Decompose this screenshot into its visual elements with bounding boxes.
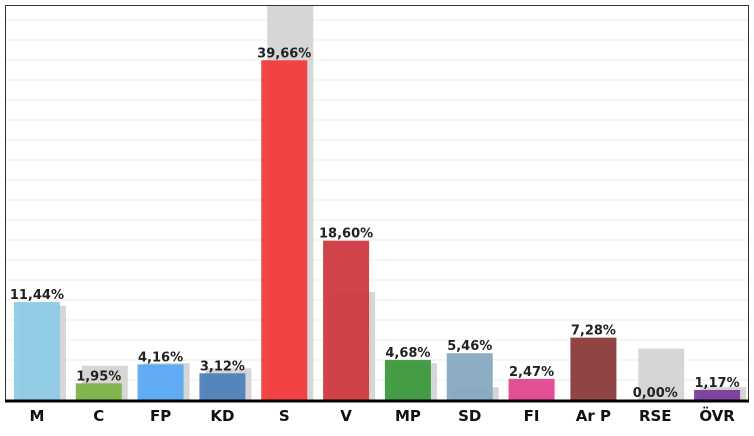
value-labels: 11,44% 1,95% 4,16% 3,12% 39,66% 18,60% 4,68% 5,… (10, 46, 740, 401)
category-label: V (340, 407, 352, 425)
bar-fi[interactable] (508, 378, 555, 400)
category-label: C (93, 407, 104, 425)
value-label: 18,60% (319, 227, 373, 242)
category-label: MP (395, 407, 421, 425)
bar-fp[interactable] (137, 364, 184, 400)
bar-c[interactable] (75, 383, 122, 400)
category-label: KD (210, 407, 234, 425)
category-label: S (279, 407, 290, 425)
bar-kd[interactable] (199, 373, 246, 400)
category-label: FP (150, 407, 171, 425)
value-label: 4,68% (385, 346, 430, 361)
value-label: 7,28% (571, 324, 616, 339)
category-label: M (29, 407, 44, 425)
bar-m[interactable] (13, 302, 60, 400)
plot-border (5, 5, 749, 402)
value-label: 4,16% (138, 350, 183, 365)
result-bars (13, 60, 741, 401)
value-label: 11,44% (10, 288, 64, 303)
bar-sd[interactable] (446, 353, 493, 400)
value-label: 0,00% (633, 386, 678, 401)
bar-ar-p[interactable] (570, 337, 617, 400)
category-label: RSE (639, 407, 672, 425)
value-label: 2,47% (509, 365, 554, 380)
value-label: 3,12% (200, 359, 245, 374)
category-label: SD (458, 407, 481, 425)
bar-s[interactable] (261, 60, 308, 401)
bar-mp[interactable] (384, 359, 431, 400)
grid-lines (6, 19, 748, 381)
value-label: 39,66% (257, 46, 311, 61)
value-label: 1,17% (695, 376, 740, 391)
comparison-bar-rse (638, 348, 685, 400)
category-labels: M C FP KD S V MP SD FI Ar P RSE ÖVR (29, 406, 735, 425)
category-label: ÖVR (699, 406, 735, 425)
value-label: 1,95% (76, 369, 121, 384)
category-label: FI (524, 407, 540, 425)
bar-övr[interactable] (694, 389, 741, 400)
value-label: 5,46% (447, 339, 492, 354)
bar-v[interactable] (323, 240, 370, 400)
category-label: Ar P (576, 407, 611, 425)
